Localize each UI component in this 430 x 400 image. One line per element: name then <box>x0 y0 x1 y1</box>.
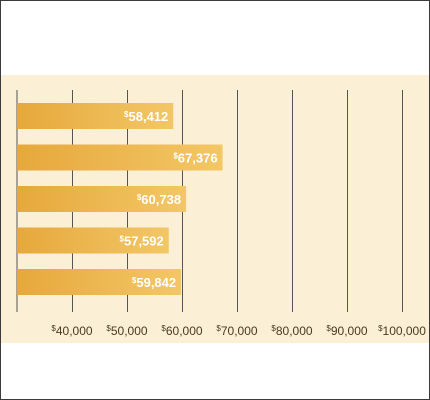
bar <box>17 269 182 295</box>
data-label: $60,738 <box>137 192 181 207</box>
x-tick-label: $50,000 <box>106 324 147 338</box>
data-label: $59,842 <box>132 275 176 290</box>
x-tick-label: $70,000 <box>216 324 257 338</box>
data-labels: $58,412 $67,376 $60,738 $57,592 $59,842 <box>120 109 218 290</box>
data-label: $67,376 <box>173 151 217 166</box>
bar <box>17 227 169 254</box>
x-tick-label: $100,000 <box>378 324 426 338</box>
bars <box>17 103 223 295</box>
x-axis-ticks: $40,000 $50,000 $60,000 $70,000 $80,000 $90,0… <box>51 324 426 338</box>
bar <box>17 186 187 212</box>
x-tick-label: $80,000 <box>271 324 312 338</box>
data-label: $58,412 <box>124 109 168 124</box>
x-tick-label: $60,000 <box>161 324 202 338</box>
data-label: $57,592 <box>120 234 164 249</box>
x-tick-label: $90,000 <box>326 324 367 338</box>
x-tick-label: $40,000 <box>51 324 92 338</box>
bar <box>17 144 223 171</box>
bar <box>17 103 174 129</box>
